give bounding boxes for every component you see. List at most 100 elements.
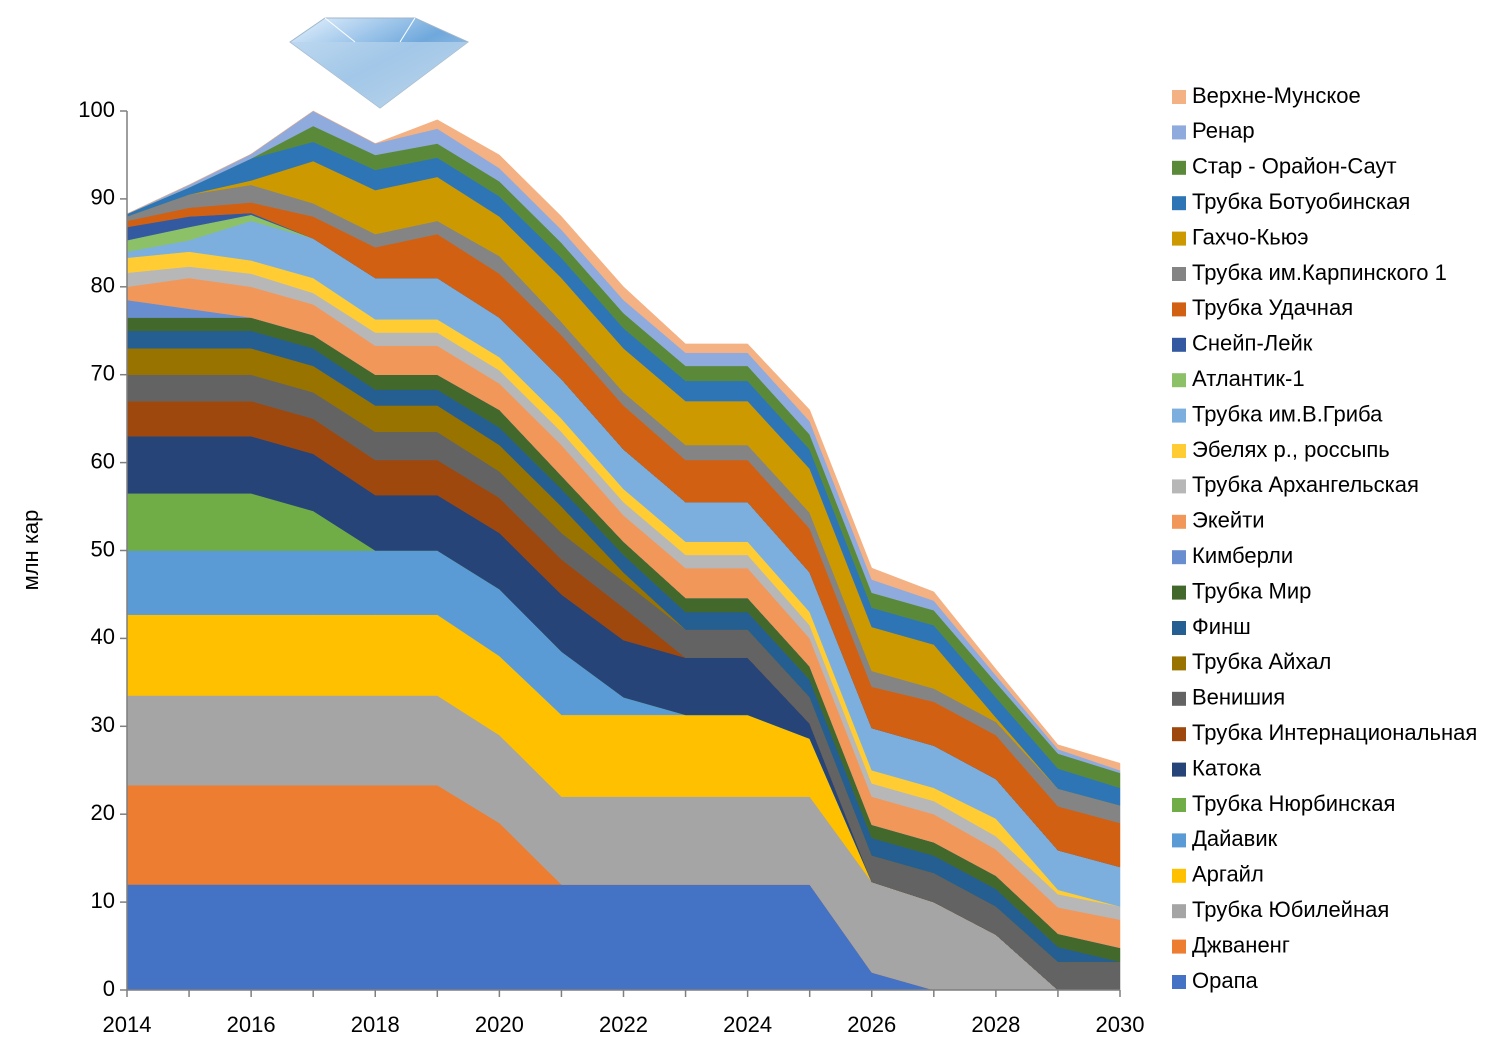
x-tick-label: 2028 (971, 1012, 1020, 1037)
legend-item: Трубка Мир (1172, 578, 1311, 603)
legend-swatch (1172, 160, 1186, 175)
legend-swatch (1172, 408, 1186, 423)
legend-swatch (1172, 762, 1186, 777)
legend-item: Верхне-Мунское (1172, 83, 1361, 108)
legend-swatch (1172, 125, 1186, 140)
legend-swatch (1172, 727, 1186, 742)
y-tick-label: 50 (91, 536, 115, 561)
legend-swatch (1172, 975, 1186, 989)
y-tick-label: 60 (91, 448, 115, 473)
legend-swatch (1172, 833, 1186, 848)
legend-label: Трубка Мир (1192, 578, 1311, 603)
legend-swatch (1172, 444, 1186, 458)
legend-swatch (1172, 656, 1186, 671)
legend-label: Трубка Удачная (1192, 295, 1353, 320)
legend-label: Венишия (1192, 685, 1285, 710)
legend-item: Трубка им.Карпинского 1 (1172, 260, 1447, 285)
x-tick-label: 2030 (1096, 1012, 1145, 1037)
y-tick-label: 10 (91, 888, 115, 913)
legend-swatch (1172, 373, 1186, 388)
x-tick-label: 2024 (723, 1012, 772, 1037)
x-tick-label: 2020 (475, 1012, 524, 1037)
legend-label: Катока (1192, 755, 1262, 780)
y-tick-label: 80 (91, 273, 115, 298)
legend-item: Орапа (1172, 968, 1258, 993)
legend-item: Трубка Интернациональная (1172, 720, 1477, 745)
legend-swatch (1172, 90, 1186, 104)
legend-item: Трубка Архангельская (1172, 472, 1419, 497)
legend-item: Экейти (1172, 508, 1265, 533)
legend-label: Экейти (1192, 508, 1265, 533)
legend-item: Трубка им.В.Гриба (1172, 401, 1383, 426)
legend-item: Кимберли (1172, 543, 1293, 568)
legend-label: Трубка Интернациональная (1192, 720, 1477, 745)
legend-swatch (1172, 514, 1186, 529)
x-tick-label: 2026 (847, 1012, 896, 1037)
x-tick-label: 2016 (227, 1012, 276, 1037)
legend-swatch (1172, 798, 1186, 812)
legend-label: Трубка Ботуобинская (1192, 189, 1410, 214)
legend-label: Финш (1192, 614, 1251, 639)
legend-swatch (1172, 621, 1186, 635)
legend-item: Стар - Орайон-Саут (1172, 154, 1397, 179)
legend-item: Трубка Айхал (1172, 649, 1331, 674)
legend-label: Дайавик (1192, 826, 1278, 851)
legend-swatch (1172, 904, 1186, 919)
legend-swatch (1172, 231, 1186, 246)
x-tick-label: 2018 (351, 1012, 400, 1037)
legend-label: Кимберли (1192, 543, 1293, 568)
legend-swatch (1172, 550, 1186, 565)
y-tick-label: 100 (78, 97, 115, 122)
diamond-icon (289, 17, 469, 109)
legend-item: Трубка Нюрбинская (1172, 791, 1395, 816)
legend-label: Трубка Архангельская (1192, 472, 1419, 497)
y-tick-label: 70 (91, 361, 115, 386)
y-tick-label: 0 (103, 976, 115, 1001)
legend-swatch (1172, 479, 1186, 494)
legend-label: Гахчо-Кьюэ (1192, 224, 1308, 249)
legend-item: Катока (1172, 755, 1262, 780)
x-tick-label: 2022 (599, 1012, 648, 1037)
area (126, 110, 1121, 771)
legend-item: Дайавик (1172, 826, 1278, 851)
y-tick-label: 40 (91, 624, 115, 649)
legend-swatch (1172, 337, 1186, 352)
legend-item: Трубка Ботуобинская (1172, 189, 1410, 214)
legend-swatch (1172, 691, 1186, 706)
legend-label: Ренар (1192, 118, 1255, 143)
legend-label: Эбелях р., россыпь (1192, 437, 1390, 462)
legend-label: Трубка им.В.Гриба (1192, 401, 1383, 426)
legend-swatch (1172, 267, 1186, 281)
legend-item: Трубка Юбилейная (1172, 897, 1389, 922)
legend-label: Стар - Орайон-Саут (1192, 154, 1397, 179)
legend-swatch (1172, 939, 1186, 954)
legend-item: Атлантик-1 (1172, 366, 1305, 391)
legend-label: Атлантик-1 (1192, 366, 1305, 391)
legend-label: Аргайл (1192, 862, 1264, 887)
y-tick-label: 90 (91, 185, 115, 210)
legend-label: Орапа (1192, 968, 1258, 993)
legend-swatch (1172, 585, 1186, 600)
legend-label: Трубка Юбилейная (1192, 897, 1389, 922)
legend-label: Трубка Нюрбинская (1192, 791, 1395, 816)
legend-item: Финш (1172, 614, 1251, 639)
legend-label: Джваненг (1192, 932, 1290, 957)
legend-item: Аргайл (1172, 862, 1264, 887)
legend-label: Верхне-Мунское (1192, 83, 1361, 108)
legend-item: Джваненг (1172, 932, 1290, 957)
legend-item: Венишия (1172, 685, 1285, 710)
y-tick-label: 20 (91, 800, 115, 825)
legend-item: Эбелях р., россыпь (1172, 437, 1390, 462)
legend-item: Трубка Удачная (1172, 295, 1353, 320)
legend-swatch (1172, 302, 1186, 317)
legend-item: Гахчо-Кьюэ (1172, 224, 1308, 249)
legend-swatch (1172, 196, 1186, 211)
legend-label: Снейп-Лейк (1192, 331, 1313, 356)
y-axis-label: млн кар (18, 510, 43, 591)
legend-swatch (1172, 868, 1186, 883)
legend-label: Трубка Айхал (1192, 649, 1331, 674)
legend-item: Снейп-Лейк (1172, 331, 1313, 356)
legend-label: Трубка им.Карпинского 1 (1192, 260, 1447, 285)
y-tick-label: 30 (91, 712, 115, 737)
